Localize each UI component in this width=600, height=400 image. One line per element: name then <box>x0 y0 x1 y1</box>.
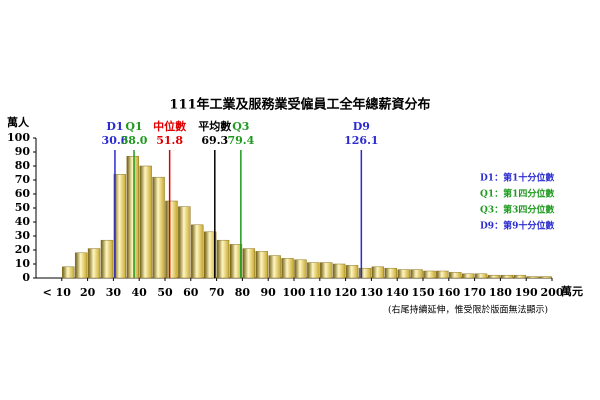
y-tick-label: 90 <box>15 145 31 158</box>
bar <box>165 200 178 279</box>
bar <box>100 239 114 279</box>
bar <box>436 270 449 279</box>
bar <box>126 155 139 279</box>
y-tick-label: 40 <box>15 215 31 228</box>
stat-name: Q1 <box>125 120 142 133</box>
bar <box>345 265 359 279</box>
note: (右尾持續延伸，惟受限於版面無法顯示) <box>388 304 548 316</box>
bar <box>474 273 488 279</box>
bar <box>178 206 191 279</box>
stat-value: 69.3 <box>201 134 228 147</box>
x-tick-label: 190 <box>515 286 538 299</box>
y-tick-label: 30 <box>15 229 31 242</box>
y-tick-label: 0 <box>22 271 30 284</box>
bar <box>423 270 436 279</box>
x-tick-label: 90 <box>261 286 277 299</box>
x-tick-label: < 10 <box>43 286 72 299</box>
x-tick-label: 180 <box>489 286 512 299</box>
stat-name: 平均數 <box>198 119 231 133</box>
bar <box>539 276 552 279</box>
y-tick-label: 50 <box>15 201 31 214</box>
x-tick-label: 120 <box>334 286 357 299</box>
stat-value: 38.0 <box>121 134 148 147</box>
x-tick-label: 160 <box>437 286 460 299</box>
bar <box>449 272 462 279</box>
bar <box>526 276 539 279</box>
bar <box>242 248 256 279</box>
x-tick-label: 40 <box>132 286 148 299</box>
stat-value: 126.1 <box>344 134 378 147</box>
bar <box>62 266 75 279</box>
bar <box>410 269 423 279</box>
x-tick-label: 20 <box>80 286 96 299</box>
y-tick-label: 20 <box>15 243 31 256</box>
bar <box>113 174 127 279</box>
y-tick-label: 10 <box>15 257 31 270</box>
stat-value: 79.4 <box>227 134 254 147</box>
bar <box>397 269 410 279</box>
bar <box>371 266 385 279</box>
stat-name: D9 <box>353 120 370 133</box>
x-tick-label: 140 <box>386 286 409 299</box>
x-tick-label: 110 <box>308 286 331 299</box>
legend-entry: D1：第1十分位數 <box>480 172 555 184</box>
legend-entry: Q3：第3四分位數 <box>480 204 555 216</box>
bar <box>74 252 88 279</box>
bar <box>255 251 268 279</box>
x-tick-label: 170 <box>463 286 486 299</box>
x-tick-label: 30 <box>106 286 122 299</box>
x-tick-label: 150 <box>412 286 435 299</box>
bar <box>358 267 372 279</box>
x-tick-label: 60 <box>183 286 199 299</box>
bar <box>461 273 475 279</box>
y-tick-label: 100 <box>7 131 30 144</box>
bar <box>203 231 217 279</box>
bar <box>139 165 152 279</box>
x-tick-label: 200 <box>541 286 564 299</box>
x-tick-label: 80 <box>235 286 251 299</box>
bar <box>294 259 307 279</box>
bar <box>216 239 230 279</box>
y-axis-label: 萬人 <box>7 115 30 129</box>
stat-value: 30.6 <box>102 134 129 147</box>
x-tick-label: 100 <box>283 286 306 299</box>
bar <box>281 258 294 279</box>
bar <box>384 267 397 279</box>
bar <box>332 263 346 279</box>
x-tick-label: 50 <box>157 286 173 299</box>
x-tick-label: 130 <box>360 286 383 299</box>
bar <box>513 274 526 279</box>
bar <box>500 274 514 279</box>
x-unit: 萬元 <box>561 284 583 298</box>
x-tick-label: 70 <box>209 286 225 299</box>
y-tick-label: 60 <box>15 187 31 200</box>
bar <box>487 274 501 279</box>
stat-value: 51.8 <box>156 134 183 147</box>
stat-name: Q3 <box>232 120 249 133</box>
bar <box>152 176 165 279</box>
bar <box>191 224 204 279</box>
y-tick-label: 80 <box>15 159 31 172</box>
stat-name: 中位數 <box>153 119 186 133</box>
bar <box>229 244 243 279</box>
stat-name: D1 <box>106 120 123 133</box>
bar <box>87 248 101 279</box>
bar <box>320 262 333 279</box>
bar <box>307 262 320 279</box>
chart-title: 111年工業及服務業受僱員工全年總薪資分布 <box>169 97 430 113</box>
legend-entry: Q1：第1四分位數 <box>480 188 555 200</box>
y-tick-label: 70 <box>15 173 31 186</box>
legend-entry: D9：第9十分位數 <box>480 220 555 232</box>
bar <box>268 255 281 279</box>
